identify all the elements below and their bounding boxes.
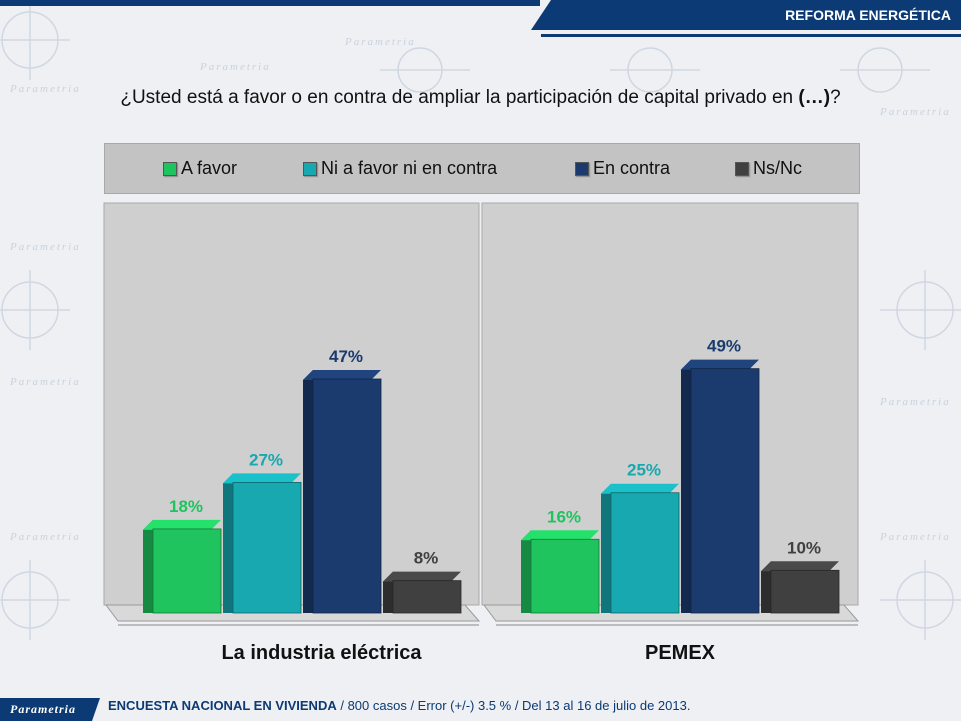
bar-0-0	[143, 519, 222, 614]
data-label: 49%	[707, 337, 741, 356]
bar-top	[761, 561, 839, 572]
bar-top	[601, 483, 679, 494]
bar-side	[143, 519, 153, 613]
legend-swatch-icon	[303, 161, 317, 176]
data-label: 16%	[547, 507, 581, 526]
data-label: 27%	[249, 450, 283, 469]
bar-side	[223, 473, 233, 613]
bar-front	[312, 378, 382, 614]
logo-text: Parametria	[10, 702, 76, 716]
legend-swatch-icon	[735, 161, 749, 176]
chart-legend: A favor Ni a favor ni en contra En contr…	[104, 143, 860, 194]
bar-0-1	[223, 473, 302, 614]
data-label: 47%	[329, 347, 363, 366]
legend-item-ns-nc: Ns/Nc	[735, 158, 802, 179]
bar-top	[143, 519, 221, 530]
bar-side	[601, 483, 611, 613]
survey-footer: ENCUESTA NACIONAL EN VIVIENDA / 800 caso…	[108, 698, 690, 713]
data-label: 18%	[169, 497, 203, 516]
legend-label: A favor	[181, 158, 238, 178]
bar-front	[152, 528, 222, 614]
bar-front	[530, 538, 600, 614]
bar-1-1	[601, 483, 680, 614]
parametria-logo: Parametria	[0, 698, 100, 721]
data-label: 8%	[414, 549, 439, 568]
legend-item-a-favor: A favor	[163, 158, 237, 179]
watermark-text: Parametria	[344, 36, 416, 48]
bar-top	[303, 370, 381, 380]
survey-details: / 800 casos / Error (+/-) 3.5 % / Del 13…	[336, 698, 691, 713]
legend-swatch-icon	[575, 161, 589, 176]
legend-label: En contra	[593, 158, 671, 178]
bar-side	[303, 370, 313, 613]
category-label: PEMEX	[645, 642, 716, 664]
bar-side	[521, 530, 531, 613]
bar-0-3	[383, 571, 462, 614]
watermark-text: Parametria	[879, 531, 951, 543]
watermark-text: Parametria	[9, 376, 81, 388]
bar-top	[521, 530, 599, 541]
bar-1-2	[681, 359, 760, 614]
question-end: ?	[830, 87, 841, 108]
watermark-text: Parametria	[9, 241, 81, 253]
data-label: 10%	[787, 538, 821, 557]
bar-1-3	[761, 561, 840, 614]
legend-item-en-contra: En contra	[575, 158, 670, 179]
section-title: REFORMA ENERGÉTICA	[785, 7, 951, 23]
bar-side	[383, 571, 393, 613]
legend-swatch-icon	[163, 161, 177, 176]
bar-top	[383, 571, 461, 582]
watermark-text: Parametria	[9, 531, 81, 543]
bar-front	[690, 368, 760, 614]
bar-front	[232, 482, 302, 614]
legend-item-ni-a-favor: Ni a favor ni en contra	[303, 158, 497, 179]
survey-name: ENCUESTA NACIONAL EN VIVIENDA	[108, 698, 337, 713]
bar-side	[761, 561, 771, 613]
bar-top	[223, 473, 301, 484]
section-banner: REFORMA ENERGÉTICA	[531, 0, 961, 30]
bar-top	[681, 359, 759, 370]
category-label: La industria eléctrica	[221, 642, 422, 664]
watermark-text: Parametria	[879, 396, 951, 408]
bar-front	[610, 492, 680, 614]
data-label: 25%	[627, 461, 661, 480]
bar-1-0	[521, 530, 600, 614]
watermark-text: Parametria	[199, 61, 271, 73]
bar-0-2	[303, 370, 382, 614]
legend-label: Ni a favor ni en contra	[321, 158, 498, 178]
bar-front	[770, 569, 840, 614]
banner-underline	[541, 34, 961, 37]
bar-side	[681, 359, 691, 613]
bar-front	[392, 580, 462, 614]
question-placeholder: (…)	[798, 87, 831, 108]
watermark-text: Parametria	[9, 83, 81, 95]
watermark-text: Parametria	[879, 106, 951, 118]
question-text: ¿Usted está a favor o en contra de ampli…	[120, 87, 799, 108]
legend-label: Ns/Nc	[753, 158, 802, 178]
survey-question: ¿Usted está a favor o en contra de ampli…	[0, 87, 961, 109]
top-stripe	[0, 0, 540, 6]
